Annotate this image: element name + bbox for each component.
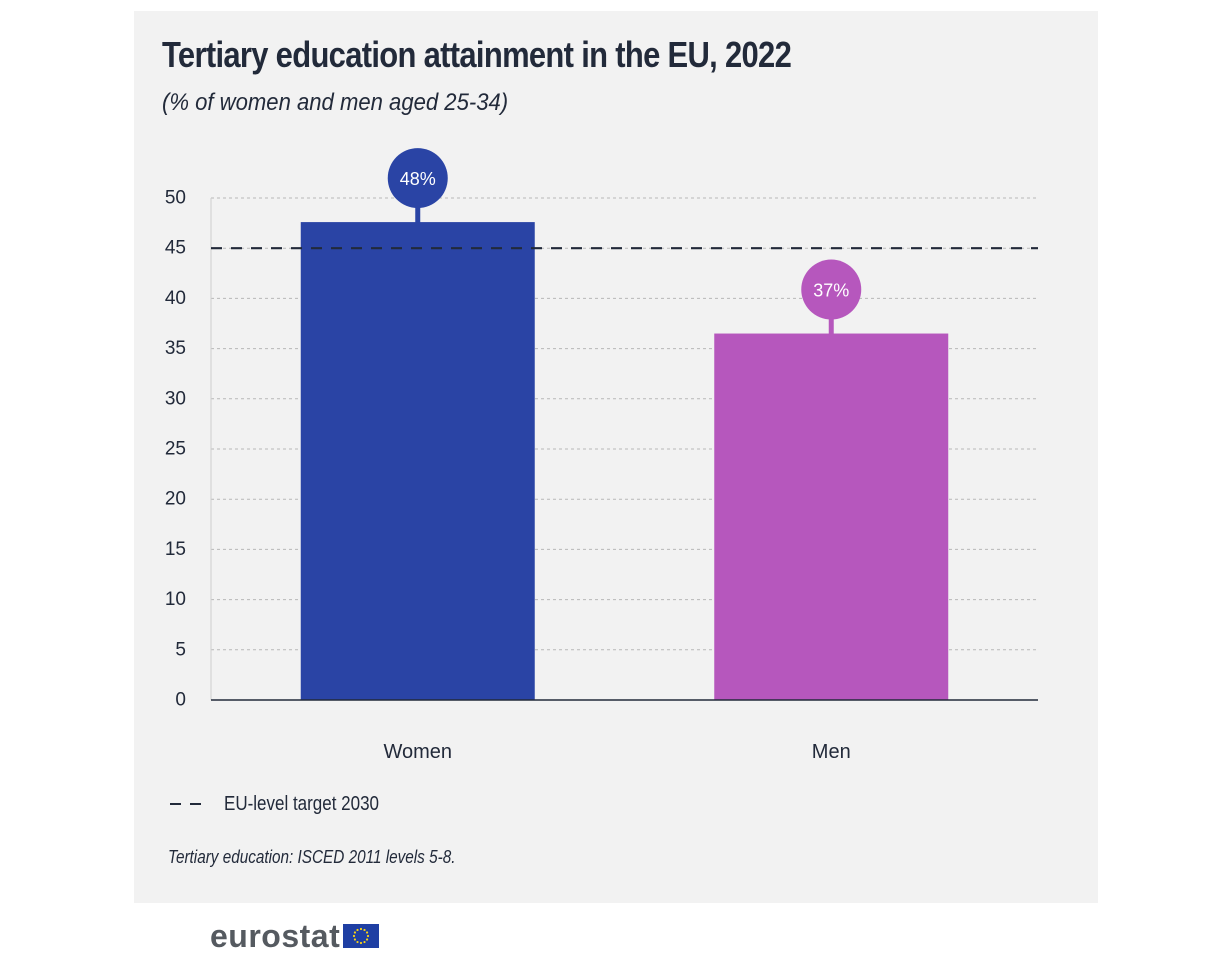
y-tick-label: 5 [175,639,186,660]
flag-star [354,931,357,934]
eurostat-logo: eurostat [210,918,380,954]
flag-star [356,940,359,944]
flag-star [360,927,363,931]
data-label-bubble [801,259,862,320]
flag-star [356,928,359,932]
footnote: Tertiary education: ISCED 2011 levels 5-… [168,847,456,867]
y-tick-label: 45 [165,238,186,259]
eu-flag-icon [343,924,380,948]
legend-label: EU-level target 2030 [224,792,379,815]
y-tick-label: 10 [165,589,186,610]
chart-subtitle: (% of women and men aged 25-34) [162,89,509,116]
y-tick-label: 20 [165,489,186,510]
flag-star [366,931,369,934]
flag-star [363,928,366,932]
y-tick-label: 30 [165,388,186,409]
flag-star [353,934,356,938]
data-label-bubble [387,148,448,209]
legend-dashed-line-swatch [170,803,206,805]
bar [714,333,949,700]
legend: EU-level target 2030 [170,789,406,819]
data-label: 37% [813,281,849,301]
y-tick-label: 25 [165,439,186,460]
flag-star [354,938,357,941]
flag-star [363,940,366,944]
x-tick-label: Women [383,741,452,763]
x-tick-label: Men [812,741,851,763]
y-tick-label: 50 [165,188,186,209]
y-tick-label: 35 [165,338,186,359]
logo-wordmark: eurostat [210,918,341,954]
y-tick-label: 0 [175,690,186,711]
flag-star [367,934,370,938]
y-tick-label: 15 [165,539,186,560]
bar [300,222,535,700]
y-tick-label: 40 [165,288,186,309]
data-label: 48% [400,169,436,189]
chart-title: Tertiary education attainment in the EU,… [162,34,792,75]
flag-star [360,941,363,945]
flag-star [366,938,369,941]
